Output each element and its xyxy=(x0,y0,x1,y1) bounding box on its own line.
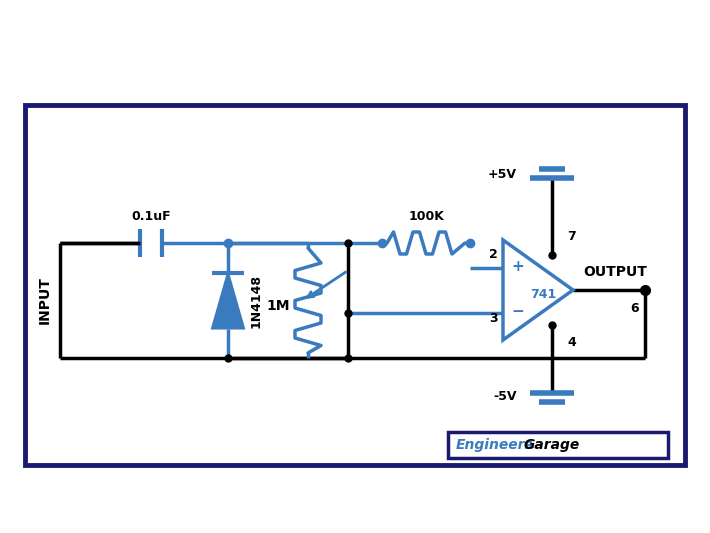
Text: 3: 3 xyxy=(488,311,497,325)
Text: 2: 2 xyxy=(488,248,498,262)
Text: INPUT: INPUT xyxy=(38,277,52,325)
Polygon shape xyxy=(503,240,573,340)
Text: 6: 6 xyxy=(630,302,639,314)
Polygon shape xyxy=(212,272,244,328)
Text: 4: 4 xyxy=(567,336,576,350)
Bar xyxy=(448,432,668,458)
Bar xyxy=(25,105,685,465)
Text: 7: 7 xyxy=(567,230,576,244)
Text: 0.1uF: 0.1uF xyxy=(131,210,171,223)
Text: -5V: -5V xyxy=(493,391,517,403)
Text: −: − xyxy=(511,304,524,319)
Text: +: + xyxy=(511,259,524,274)
Text: Engineers: Engineers xyxy=(456,438,534,452)
Text: 100K: 100K xyxy=(408,210,444,223)
Text: 741: 741 xyxy=(530,288,556,302)
Text: +5V: +5V xyxy=(488,167,517,181)
Text: OUTPUT: OUTPUT xyxy=(583,265,647,279)
Text: Garage: Garage xyxy=(524,438,580,452)
Text: 1N4148: 1N4148 xyxy=(250,273,263,327)
Text: 1M: 1M xyxy=(266,298,290,312)
